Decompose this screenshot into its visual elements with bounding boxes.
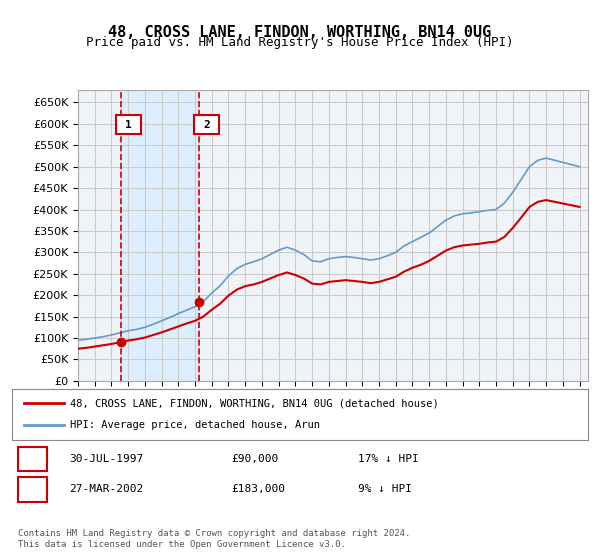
Text: 48, CROSS LANE, FINDON, WORTHING, BN14 0UG (detached house): 48, CROSS LANE, FINDON, WORTHING, BN14 0… [70, 398, 439, 408]
Text: 30-JUL-1997: 30-JUL-1997 [70, 454, 144, 464]
Text: 1: 1 [125, 119, 132, 129]
Text: 17% ↓ HPI: 17% ↓ HPI [358, 454, 418, 464]
FancyBboxPatch shape [18, 447, 47, 472]
Text: 48, CROSS LANE, FINDON, WORTHING, BN14 0UG: 48, CROSS LANE, FINDON, WORTHING, BN14 0… [109, 25, 491, 40]
Text: 27-MAR-2002: 27-MAR-2002 [70, 484, 144, 494]
FancyBboxPatch shape [194, 115, 219, 134]
Text: HPI: Average price, detached house, Arun: HPI: Average price, detached house, Arun [70, 421, 320, 431]
Text: £183,000: £183,000 [231, 484, 285, 494]
Text: Contains HM Land Registry data © Crown copyright and database right 2024.
This d: Contains HM Land Registry data © Crown c… [18, 529, 410, 549]
FancyBboxPatch shape [116, 115, 141, 134]
Text: 9% ↓ HPI: 9% ↓ HPI [358, 484, 412, 494]
Text: 2: 2 [203, 119, 210, 129]
Text: 2: 2 [29, 484, 35, 494]
FancyBboxPatch shape [18, 477, 47, 502]
Text: 1: 1 [29, 454, 35, 464]
Text: £90,000: £90,000 [231, 454, 278, 464]
Text: Price paid vs. HM Land Registry's House Price Index (HPI): Price paid vs. HM Land Registry's House … [86, 36, 514, 49]
Bar [121, 90, 199, 381]
